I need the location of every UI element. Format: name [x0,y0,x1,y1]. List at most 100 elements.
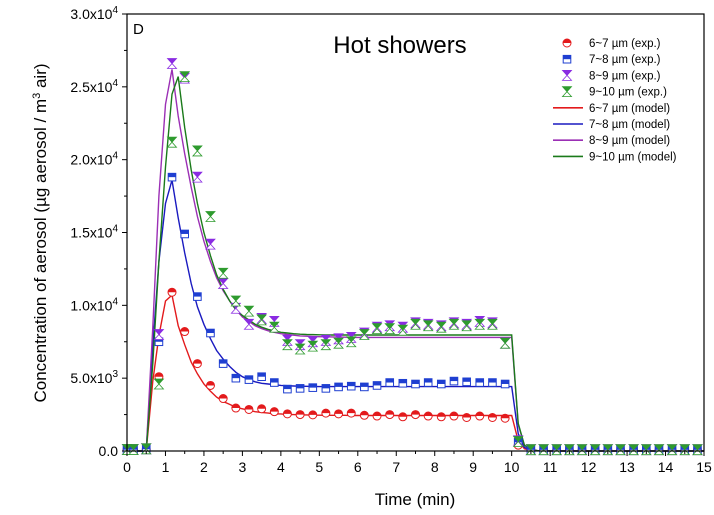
y-tick-mantissa: 2.5x10 [70,79,112,95]
data-point [180,327,190,337]
legend-label: 9~10 µm (exp.) [589,87,667,99]
data-point [230,295,242,307]
x-tick-label: 13 [619,459,635,475]
data-markers [121,58,703,456]
data-point [206,328,215,338]
data-point [358,329,370,340]
data-point [218,394,228,404]
y-tick-exponent: 3 [112,369,118,380]
legend-item-3: 9~10 µm (exp.) [561,86,667,99]
x-tick-label: 2 [200,459,208,475]
legend-marker [561,86,573,97]
data-point [270,378,279,387]
y-tick-mantissa: 0.0 [99,443,119,459]
legend-label: 6~7 µm (exp.) [589,38,661,50]
x-tick-label: 0 [123,459,131,475]
data-point [436,412,446,422]
y-tick-mantissa: 1.0x10 [70,297,112,313]
data-point [692,444,703,456]
legend: 6~7 µm (exp.) 7~8 µm (exp.) 8~9 µm (exp.) 9… [553,38,677,163]
legend-item-1: 7~8 µm (exp.) [562,54,661,66]
legend-item-7: 9~10 µm (model) [553,151,677,163]
data-point [231,373,241,383]
y-axis-title-superscript: 3 [31,93,43,99]
series-3-markers [121,71,703,456]
data-point [475,378,485,387]
y-tick-exponent: 4 [112,78,118,89]
data-point [488,378,497,387]
x-tick-label: 10 [504,459,520,475]
y-tick-exponent: 4 [112,151,118,162]
data-point [333,337,344,349]
data-point [166,58,178,69]
data-point [294,343,306,355]
data-point [334,409,344,419]
data-point [448,318,460,330]
x-axis-title: Time (min) [375,490,456,509]
x-tick-label: 6 [354,459,362,475]
data-point [398,412,408,422]
data-point [153,329,165,340]
data-point [192,359,202,369]
data-point [500,379,510,389]
data-point [410,318,421,330]
legend-label: 8~9 µm (exp.) [589,70,661,82]
legend-label: 8~9 µm (model) [589,135,670,147]
data-point [385,378,395,387]
data-point [475,411,485,421]
y-tick-mantissa: 1.5x10 [70,225,112,241]
data-point [449,411,459,421]
data-point [257,372,266,382]
data-point [589,444,601,456]
data-point [435,321,447,333]
data-point [321,384,331,393]
data-point [512,436,524,447]
data-point [257,404,267,414]
data-point [334,382,343,392]
data-point [217,267,229,279]
x-tick-label: 3 [239,459,247,475]
data-point [487,412,497,422]
data-point [384,323,396,335]
data-point [308,383,318,392]
data-point [244,375,254,384]
data-point [359,410,369,420]
data-point [500,413,510,423]
x-tick-label: 7 [392,459,400,475]
y-tick-label: 1.0x104 [70,296,118,313]
legend-item-0: 6~7 µm (exp.) [562,38,661,50]
data-point [205,380,215,390]
data-point [345,336,357,348]
legend-marker [562,38,572,48]
y-tick-label: 1.5x104 [70,224,118,241]
data-point [153,378,165,390]
data-point [191,171,203,183]
data-point [283,384,292,394]
data-point [372,411,382,421]
data-point [193,292,202,301]
x-tick-label: 5 [315,459,323,475]
data-point [128,444,139,455]
data-point [461,320,473,332]
legend-marker [561,70,573,81]
data-point [371,323,383,335]
legend-label: 9~10 µm (model) [589,151,677,163]
data-point [320,339,332,351]
data-point [449,376,459,386]
data-point [423,378,433,387]
y-tick-exponent: 4 [112,5,118,16]
data-point [640,444,652,456]
y-axis-title: Concentration of aerosol (µg aerosol / m… [31,63,50,402]
x-tick-label: 4 [277,459,285,475]
y-tick-mantissa: 3.0x10 [70,6,112,22]
legend-item-5: 7~8 µm (model) [553,119,670,131]
data-point [269,407,279,417]
data-point [244,404,254,414]
data-point [167,172,177,182]
x-tick-label: 11 [543,459,558,475]
data-point [205,238,216,250]
data-point [205,211,216,222]
data-point [372,381,382,390]
